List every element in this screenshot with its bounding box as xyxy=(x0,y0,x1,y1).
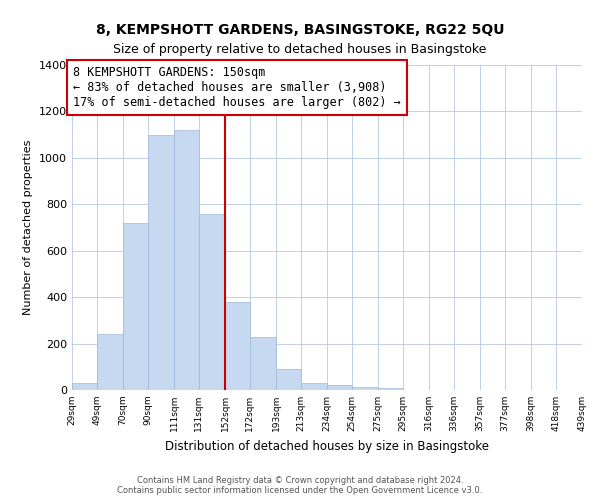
Bar xyxy=(301,383,327,390)
Bar xyxy=(148,134,174,390)
Bar xyxy=(378,388,403,390)
Bar xyxy=(174,130,199,390)
Text: 8 KEMPSHOTT GARDENS: 150sqm
← 83% of detached houses are smaller (3,908)
17% of : 8 KEMPSHOTT GARDENS: 150sqm ← 83% of det… xyxy=(73,66,401,109)
Bar xyxy=(352,386,378,390)
Bar xyxy=(327,386,352,390)
X-axis label: Distribution of detached houses by size in Basingstoke: Distribution of detached houses by size … xyxy=(165,440,489,452)
Bar xyxy=(97,334,123,390)
Bar xyxy=(250,336,276,390)
Bar xyxy=(72,383,97,390)
Text: 8, KEMPSHOTT GARDENS, BASINGSTOKE, RG22 5QU: 8, KEMPSHOTT GARDENS, BASINGSTOKE, RG22 … xyxy=(96,22,504,36)
Bar xyxy=(123,223,148,390)
Y-axis label: Number of detached properties: Number of detached properties xyxy=(23,140,34,315)
Bar xyxy=(276,369,301,390)
Bar xyxy=(199,214,225,390)
Bar xyxy=(225,302,250,390)
Text: Contains HM Land Registry data © Crown copyright and database right 2024.
Contai: Contains HM Land Registry data © Crown c… xyxy=(118,476,482,495)
Text: Size of property relative to detached houses in Basingstoke: Size of property relative to detached ho… xyxy=(113,42,487,56)
